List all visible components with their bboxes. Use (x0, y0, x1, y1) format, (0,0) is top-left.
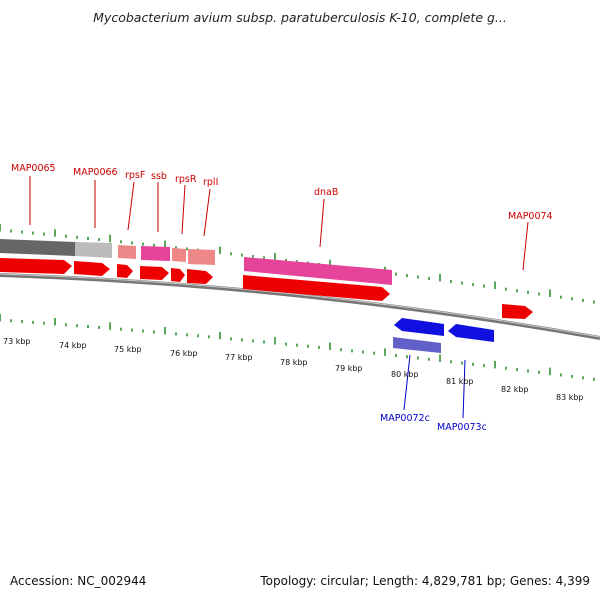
gene-label-map0072c[interactable]: MAP0072c (380, 413, 430, 424)
cds-arrow-map0065[interactable] (0, 258, 72, 274)
cds-arrow-rpsr[interactable] (171, 268, 185, 282)
kbp-label: 79 kbp (335, 364, 363, 373)
leader-rpsf (127, 181, 135, 231)
genome-backbone-highlight (0, 273, 600, 338)
kbp-label: 83 kbp (556, 393, 584, 402)
cds-arrow-rpli[interactable] (187, 269, 213, 284)
feature-bar-map0065 (0, 239, 75, 256)
gene-leader-lines (29, 176, 529, 419)
gene-label-map0073c[interactable]: MAP0073c (437, 422, 487, 433)
feature-track (0, 239, 441, 353)
gene-label-rpli[interactable]: rplI (203, 177, 218, 188)
forward-cds-track (0, 258, 533, 319)
kbp-label: 75 kbp (114, 345, 142, 354)
feature-bar-map0072c (393, 337, 441, 353)
cds-arrow-dnab[interactable] (243, 275, 390, 301)
map-title: Mycobacterium avium subsp. paratuberculo… (93, 10, 507, 25)
leader-rpli (203, 188, 211, 237)
kbp-labels: 73 kbp 74 kbp 75 kbp 76 kbp 77 kbp 78 kb… (3, 337, 584, 402)
kbp-label: 82 kbp (501, 385, 529, 394)
kbp-label: 77 kbp (225, 353, 253, 362)
feature-bar-dnab (244, 257, 392, 285)
gene-label-map0074[interactable]: MAP0074 (508, 211, 553, 222)
gene-label-rpsr[interactable]: rpsR (175, 174, 197, 185)
cds-arrow-map0073c[interactable] (448, 324, 494, 342)
kbp-label: 76 kbp (170, 349, 198, 358)
genome-backbone (0, 273, 600, 340)
reverse-cds-track (394, 318, 494, 342)
feature-bar-map0066 (75, 242, 112, 258)
leader-map0074 (522, 221, 529, 271)
gene-label-map0066[interactable]: MAP0066 (73, 167, 118, 178)
cds-arrow-map0066[interactable] (74, 261, 110, 276)
gene-label-rpsf[interactable]: rpsF (125, 170, 145, 181)
kbp-label: 73 kbp (3, 337, 31, 346)
feature-bar-rpsf (118, 245, 136, 259)
kbp-ticks (0, 224, 595, 381)
kbp-label: 74 kbp (59, 341, 87, 350)
cds-arrow-ssb[interactable] (140, 266, 169, 280)
leader-map0072c (403, 354, 411, 411)
gene-label-ssb[interactable]: ssb (151, 171, 167, 182)
leader-dnab (319, 198, 325, 248)
kbp-label: 80 kbp (391, 370, 419, 379)
feature-bar-ssb (141, 246, 170, 261)
leader-map0073c (462, 359, 466, 419)
gene-label-dnab[interactable]: dnaB (314, 187, 338, 198)
feature-bar-rpli (188, 249, 215, 265)
gene-labels: MAP0065 MAP0066 rpsF ssb rpsR rplI dnaB … (11, 163, 553, 433)
kbp-label: 81 kbp (446, 377, 474, 386)
cds-arrow-rpsf[interactable] (117, 264, 133, 278)
feature-bar-rpsr (172, 248, 186, 262)
cds-arrow-map0074[interactable] (502, 304, 533, 319)
kbp-label: 78 kbp (280, 358, 308, 367)
gene-label-map0065[interactable]: MAP0065 (11, 163, 56, 174)
leader-rpsr (181, 184, 186, 235)
accession-label: Accession: NC_002944 (10, 574, 147, 588)
genome-summary: Topology: circular; Length: 4,829,781 bp… (260, 574, 590, 588)
cds-arrow-map0072c[interactable] (394, 318, 444, 336)
